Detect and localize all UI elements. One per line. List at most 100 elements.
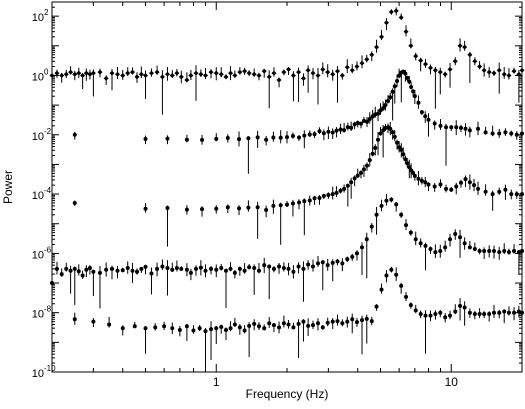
data-point: [285, 135, 289, 140]
data-point: [306, 323, 311, 328]
data-point: [153, 325, 158, 330]
data-point: [247, 265, 252, 270]
data-point: [297, 135, 302, 140]
y-tick-label: 10 -10: [32, 364, 56, 380]
data-point: [398, 15, 404, 21]
data-point: [378, 108, 383, 113]
data-point: [312, 196, 317, 201]
data-point: [237, 325, 242, 330]
data-point: [428, 247, 433, 252]
data-point: [198, 265, 203, 270]
data-point: [266, 74, 272, 80]
data-point: [426, 117, 431, 122]
data-point: [373, 145, 378, 150]
data-point: [135, 269, 140, 274]
data-point: [130, 268, 135, 273]
data-point: [390, 89, 395, 94]
data-point: [252, 321, 257, 326]
data-point: [467, 128, 472, 133]
x-tick-label: 10: [445, 375, 459, 389]
data-point: [350, 317, 355, 322]
data-point: [310, 70, 316, 76]
data-point: [405, 75, 410, 80]
data-point: [483, 130, 488, 135]
data-point: [200, 137, 205, 142]
y-tick-label-base: 10: [32, 249, 44, 261]
data-point: [338, 188, 343, 193]
data-point: [264, 137, 269, 142]
data-point: [63, 71, 69, 77]
data-point: [97, 270, 102, 275]
data-point: [104, 267, 109, 272]
data-point: [291, 269, 296, 274]
data-point: [278, 203, 283, 208]
data-point: [345, 319, 350, 324]
data-point: [511, 68, 517, 74]
data-point: [512, 310, 517, 315]
data-point: [369, 52, 375, 58]
data-point: [516, 71, 522, 77]
data-point: [334, 190, 339, 195]
data-point: [232, 72, 238, 78]
data-point: [184, 137, 189, 142]
data-point: [462, 44, 468, 50]
data-point: [237, 266, 242, 271]
data-point: [491, 249, 496, 254]
data-point: [404, 294, 409, 299]
data-point: [191, 328, 196, 333]
data-point: [290, 133, 295, 138]
data-point: [407, 165, 412, 170]
data-point: [501, 71, 507, 77]
data-point: [423, 313, 428, 318]
data-point: [228, 326, 233, 331]
data-point: [97, 69, 103, 75]
data-point: [174, 266, 179, 271]
data-point: [390, 130, 395, 135]
data-point: [320, 325, 325, 330]
data-point: [467, 310, 472, 315]
data-point: [418, 57, 424, 63]
data-point: [262, 263, 267, 268]
data-point: [242, 328, 247, 333]
data-point: [193, 70, 199, 76]
data-point: [203, 329, 208, 334]
data-point: [103, 75, 109, 81]
data-point: [271, 323, 276, 328]
data-point: [364, 237, 369, 242]
data-point: [355, 173, 360, 178]
data-point: [423, 114, 428, 119]
data-point: [379, 34, 385, 40]
data-point: [325, 263, 330, 268]
data-point: [443, 315, 448, 320]
data-point: [165, 136, 170, 141]
data-point: [120, 326, 125, 331]
data-point: [84, 267, 89, 272]
data-point: [218, 71, 224, 77]
data-point: [143, 136, 148, 141]
data-point: [467, 52, 473, 58]
data-point: [252, 266, 257, 271]
data-point: [165, 266, 170, 271]
data-point: [506, 310, 511, 315]
data-point: [278, 135, 283, 140]
data-point: [355, 120, 360, 125]
data-point: [139, 266, 144, 271]
y-tick-label-exponent: -2: [44, 127, 52, 136]
data-point: [276, 77, 282, 83]
data-point: [143, 206, 148, 211]
data-point: [458, 303, 463, 308]
data-point: [486, 69, 492, 75]
data-point: [68, 268, 73, 273]
data-point: [444, 125, 449, 130]
data-point: [306, 262, 311, 267]
data-point: [374, 212, 379, 217]
data-point: [223, 328, 228, 333]
data-point: [80, 273, 85, 278]
data-point: [91, 269, 96, 274]
data-point: [177, 328, 182, 333]
data-point: [472, 312, 477, 317]
data-point: [359, 245, 364, 250]
data-point: [352, 122, 357, 127]
data-point: [503, 130, 508, 135]
